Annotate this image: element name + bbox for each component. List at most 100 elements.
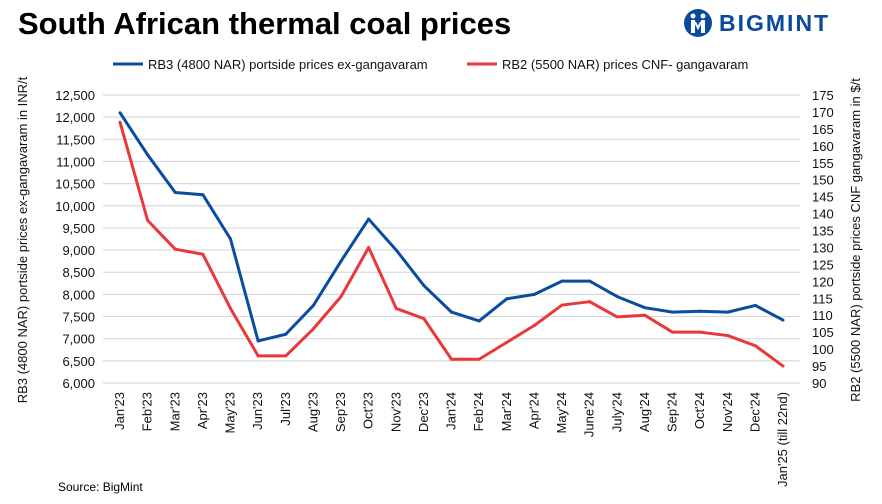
right-tick-label: 105: [812, 325, 834, 340]
data-point: [146, 153, 150, 157]
data-point: [229, 237, 232, 241]
x-tick-label: Oct'23: [361, 392, 376, 429]
right-tick-label: 175: [812, 88, 834, 103]
data-point: [201, 193, 205, 197]
brand-name: BIGMINT: [719, 9, 831, 36]
left-tick-label: 8,000: [62, 287, 95, 302]
x-tick-label: May'24: [554, 392, 569, 434]
right-tick-label: 110: [812, 308, 833, 323]
data-point: [339, 295, 343, 299]
data-point: [394, 306, 398, 310]
x-tick-label: July'24: [609, 392, 624, 432]
data-point: [477, 357, 481, 361]
left-tick-label: 8,500: [62, 265, 95, 280]
left-tick-label: 11,000: [56, 154, 95, 169]
data-point: [726, 334, 730, 338]
data-point: [698, 309, 702, 313]
x-tick-label: Dec'24: [747, 392, 762, 432]
x-tick-label: Sep'24: [665, 392, 680, 432]
right-tick-label: 100: [812, 342, 834, 357]
data-point: [532, 323, 536, 327]
x-tick-label: Mar'24: [499, 392, 514, 431]
bigmint-logo-icon: [684, 9, 712, 37]
left-tick-label: 10,500: [55, 177, 95, 192]
data-point: [560, 303, 564, 307]
data-point: [367, 245, 371, 249]
left-tick-label: 6,500: [62, 354, 95, 369]
data-point: [339, 259, 343, 263]
x-tick-label: Aug'23: [305, 392, 320, 432]
left-tick-label: 10,000: [55, 199, 95, 214]
x-tick-label: Apr'23: [195, 392, 210, 429]
data-point: [201, 252, 205, 256]
data-point: [146, 218, 150, 222]
x-tick-label: Sep'23: [333, 392, 348, 432]
x-tick-label: Feb'23: [140, 392, 155, 431]
data-point: [311, 327, 315, 331]
x-tick-label: Jan'23: [112, 392, 127, 430]
data-point: [450, 357, 453, 361]
y-axis-right-label: RB2 (5500 NAR) portside prices CNF ganga…: [848, 78, 863, 402]
x-tick-label: Dec'23: [416, 392, 431, 432]
data-point: [671, 330, 674, 334]
right-tick-label: 125: [812, 257, 834, 272]
left-tick-label: 7,000: [62, 332, 95, 347]
data-point: [173, 190, 177, 194]
legend-label: RB2 (5500 NAR) prices CNF- gangavaram: [502, 57, 748, 72]
data-point: [753, 303, 757, 307]
data-point: [256, 339, 260, 343]
data-point: [615, 295, 619, 299]
right-tick-label: 95: [812, 359, 826, 374]
data-point: [588, 279, 592, 283]
right-tick-label: 150: [812, 173, 834, 188]
data-point: [588, 300, 592, 304]
x-tick-label: May'23: [223, 392, 238, 434]
x-tick-label: Jul'23: [278, 392, 293, 426]
left-tick-label: 12,500: [55, 88, 95, 103]
data-point: [781, 364, 785, 368]
data-point: [311, 303, 315, 307]
x-tick-label: Nov'24: [720, 392, 735, 432]
data-point: [505, 340, 509, 344]
right-tick-label: 140: [812, 207, 834, 222]
data-point: [505, 297, 509, 301]
data-point: [532, 292, 536, 296]
y-axis-left-label: RB3 (4800 NAR) portside prices ex-gangav…: [15, 76, 30, 403]
right-tick-label: 135: [812, 224, 834, 239]
data-point: [284, 354, 288, 358]
source-note: Source: BigMint: [58, 480, 143, 494]
right-tick-label: 165: [812, 122, 834, 137]
data-point: [229, 306, 232, 310]
data-point: [560, 279, 564, 283]
data-point: [284, 332, 288, 336]
right-tick-label: 130: [812, 240, 834, 255]
x-tick-label: Jun'23: [250, 392, 265, 430]
data-point: [422, 284, 426, 288]
data-point: [671, 310, 674, 314]
data-point: [367, 217, 371, 221]
right-tick-label: 90: [812, 376, 826, 391]
bigmint-logo: BIGMINT: [683, 8, 830, 38]
data-point: [726, 310, 730, 314]
x-tick-label: Jan'24: [444, 392, 459, 430]
left-tick-label: 9,500: [62, 221, 95, 236]
right-tick-label: 155: [812, 156, 834, 171]
legend-label: RB3 (4800 NAR) portside prices ex-gangav…: [148, 57, 428, 72]
data-point: [477, 319, 481, 323]
data-point: [422, 317, 426, 321]
series-line-2: [118, 121, 784, 368]
data-point: [643, 313, 647, 317]
x-tick-label: June'24: [582, 392, 597, 437]
left-tick-label: 9,000: [62, 243, 95, 258]
data-point: [450, 310, 453, 314]
data-point: [173, 247, 177, 251]
x-tick-label: Aug'24: [637, 392, 652, 432]
right-tick-label: 145: [812, 190, 834, 205]
x-tick-label: Apr'24: [526, 392, 541, 429]
x-tick-label: Feb'24: [471, 392, 486, 431]
right-tick-label: 120: [812, 274, 834, 289]
x-tick-label: Jan'25 (till 22nd): [775, 392, 790, 487]
right-tick-label: 115: [812, 291, 833, 306]
data-point: [615, 315, 619, 319]
